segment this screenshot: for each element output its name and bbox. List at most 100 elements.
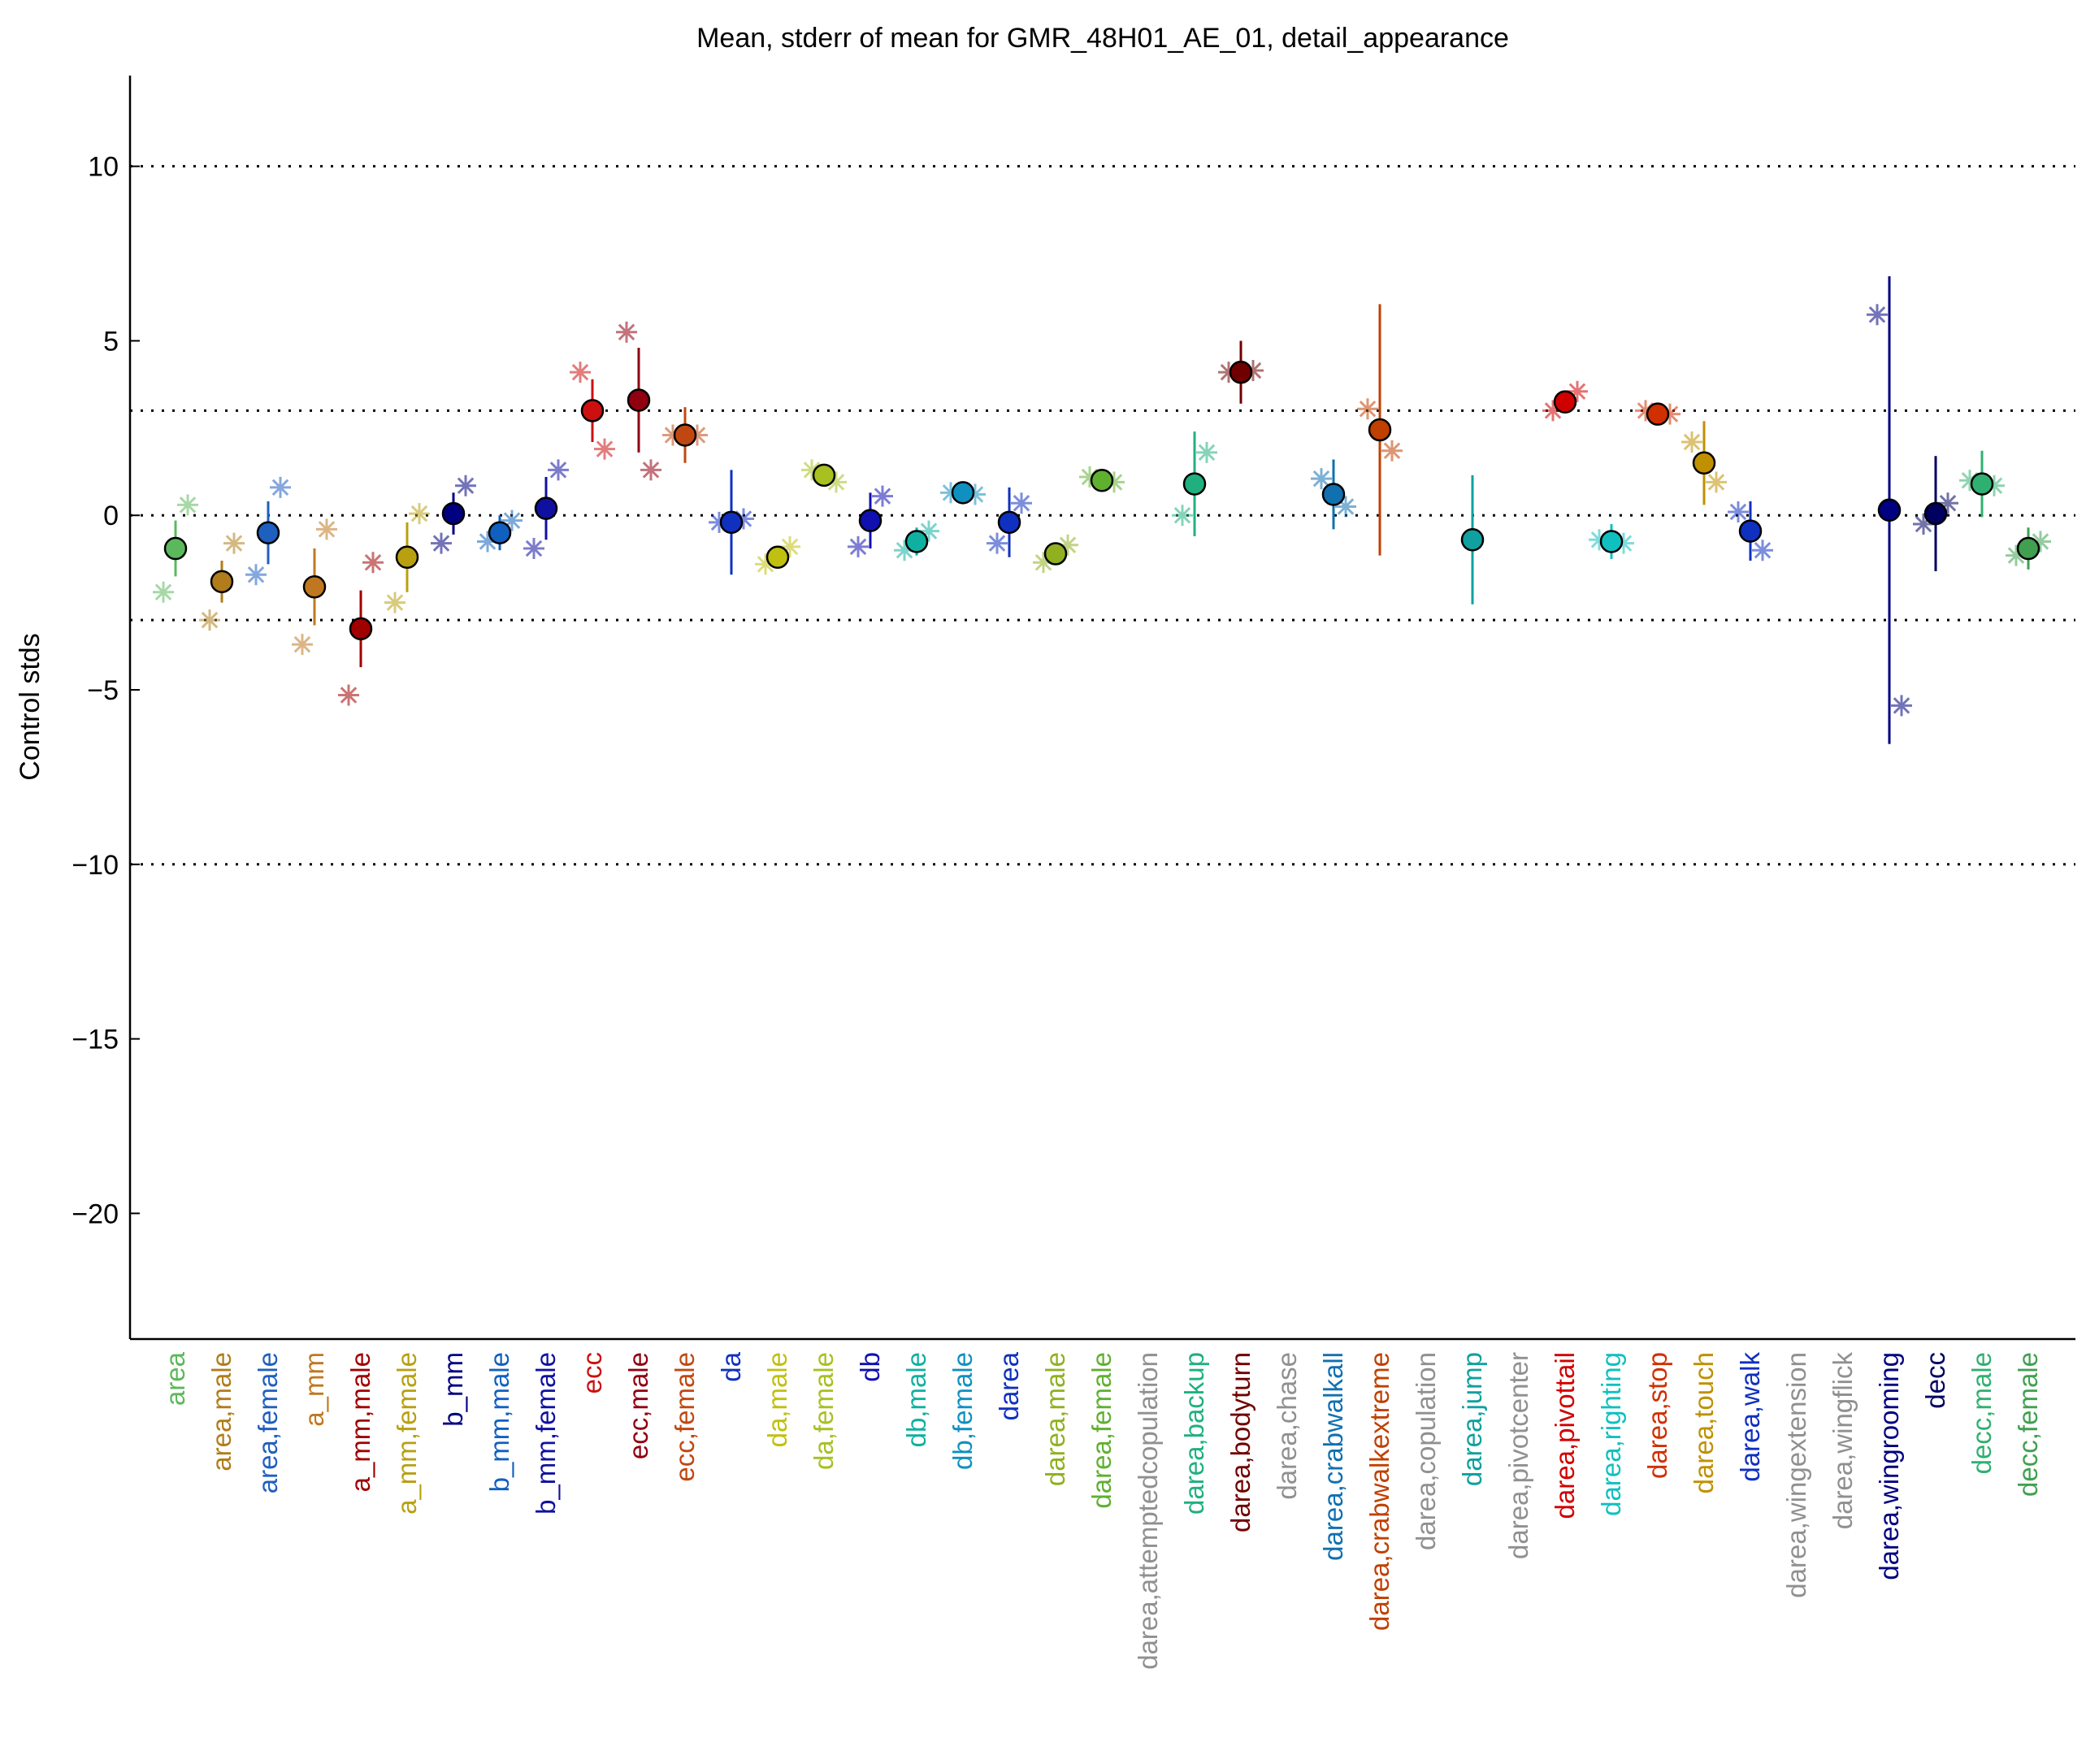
y-axis-label: Control stds bbox=[15, 633, 46, 780]
star-marker bbox=[1033, 552, 1054, 574]
x-tick-label: darea,female bbox=[1086, 1352, 1117, 1509]
mean-marker bbox=[719, 510, 744, 535]
mean-marker bbox=[534, 496, 558, 520]
x-tick-label: darea,wingrooming bbox=[1874, 1352, 1904, 1580]
x-tick-label: darea,crabwalkall bbox=[1318, 1352, 1348, 1561]
star-marker bbox=[616, 321, 637, 343]
y-tick-label: −10 bbox=[72, 850, 119, 881]
star-marker bbox=[431, 532, 452, 554]
y-tick-label: 10 bbox=[88, 152, 119, 183]
star-marker bbox=[1311, 468, 1332, 490]
x-tick-label: decc,female bbox=[2013, 1352, 2043, 1497]
mean-marker bbox=[1090, 469, 1114, 492]
star-marker bbox=[918, 520, 939, 542]
x-tick-label: darea,pivottail bbox=[1550, 1352, 1580, 1519]
star-marker bbox=[1172, 505, 1193, 527]
x-tick-label: ecc bbox=[577, 1352, 607, 1393]
x-tick-label: a_mm bbox=[299, 1352, 329, 1427]
mean-marker bbox=[1460, 528, 1485, 552]
star-marker bbox=[1913, 513, 1934, 535]
star-marker bbox=[2006, 544, 2027, 566]
star-marker bbox=[245, 564, 267, 586]
star-marker bbox=[1079, 466, 1100, 488]
star-marker bbox=[2030, 531, 2051, 553]
x-tick-label: area bbox=[160, 1351, 190, 1406]
star-marker bbox=[1357, 398, 1378, 420]
x-tick-label: b_mm,male bbox=[484, 1352, 514, 1492]
star-marker bbox=[477, 531, 498, 553]
star-marker bbox=[1613, 532, 1634, 554]
mean-marker bbox=[1229, 360, 1253, 384]
x-tick-label: b_mm,female bbox=[531, 1352, 561, 1515]
chart-title: Mean, stderr of mean for GMR_48H01_AE_01… bbox=[696, 23, 1509, 54]
star-marker bbox=[1635, 400, 1656, 422]
star-marker bbox=[1011, 492, 1032, 514]
x-tick-label: darea,chase bbox=[1272, 1352, 1302, 1500]
x-tick-label: area,female bbox=[253, 1352, 283, 1493]
mean-marker bbox=[1553, 390, 1577, 414]
mean-marker bbox=[1646, 402, 1670, 426]
x-tick-label: da,male bbox=[762, 1352, 792, 1447]
star-marker bbox=[1681, 431, 1702, 453]
star-marker bbox=[1104, 471, 1125, 493]
star-marker bbox=[1659, 403, 1681, 425]
x-tick-label: darea,crabwalkextreme bbox=[1364, 1352, 1394, 1631]
star-marker bbox=[894, 540, 915, 561]
mean-marker bbox=[627, 388, 651, 412]
mean-marker bbox=[1182, 472, 1207, 496]
mean-marker bbox=[1321, 483, 1346, 506]
x-tick-label: darea,copulation bbox=[1411, 1352, 1441, 1550]
star-marker bbox=[316, 518, 337, 540]
mean-marker bbox=[488, 521, 512, 544]
mean-marker bbox=[673, 423, 697, 447]
y-tick-label: −20 bbox=[72, 1198, 119, 1229]
star-marker bbox=[1891, 695, 1912, 717]
star-marker bbox=[1381, 440, 1403, 462]
star-marker bbox=[1706, 471, 1727, 493]
mean-marker bbox=[395, 545, 419, 570]
x-tick-label: darea,jump bbox=[1457, 1352, 1487, 1486]
x-tick-label: darea bbox=[994, 1351, 1024, 1420]
x-tick-label: a_mm,male bbox=[345, 1352, 375, 1492]
x-tick-label: a_mm,female bbox=[392, 1352, 422, 1515]
mean-marker bbox=[210, 570, 234, 594]
star-marker bbox=[223, 532, 245, 554]
star-marker bbox=[1242, 359, 1264, 381]
x-tick-label: b_mm bbox=[438, 1352, 468, 1427]
star-marker bbox=[455, 475, 476, 496]
star-marker bbox=[362, 552, 384, 574]
star-marker bbox=[801, 459, 822, 481]
mean-marker bbox=[302, 575, 327, 599]
mean-marker bbox=[580, 399, 605, 423]
star-marker bbox=[826, 471, 847, 493]
mean-marker bbox=[256, 521, 280, 544]
star-marker bbox=[548, 459, 569, 481]
star-marker bbox=[1959, 470, 1980, 492]
x-tick-label: db,female bbox=[948, 1352, 978, 1470]
y-tick-label: 5 bbox=[103, 326, 119, 357]
star-marker bbox=[755, 553, 776, 575]
mean-marker bbox=[1970, 472, 1994, 496]
mean-marker bbox=[765, 545, 790, 570]
mean-marker bbox=[951, 481, 975, 505]
y-tick-label: −5 bbox=[87, 675, 119, 706]
x-tick-label: decc,male bbox=[1967, 1352, 1997, 1474]
x-tick-label: da,female bbox=[809, 1352, 839, 1470]
star-marker bbox=[709, 511, 730, 533]
star-marker bbox=[177, 494, 198, 516]
x-tick-label: db,male bbox=[901, 1352, 931, 1447]
star-marker bbox=[1335, 496, 1356, 518]
star-marker bbox=[1867, 304, 1888, 326]
x-tick-label: darea,wingflick bbox=[1828, 1352, 1858, 1530]
x-tick-label: darea,stop bbox=[1642, 1352, 1672, 1479]
star-marker bbox=[1728, 501, 1749, 522]
star-marker bbox=[153, 581, 174, 603]
mean-marker bbox=[1738, 519, 1763, 543]
x-tick-label: darea,pivotcenter bbox=[1503, 1352, 1533, 1559]
star-marker bbox=[687, 424, 708, 446]
star-marker bbox=[1567, 380, 1588, 402]
star-marker bbox=[270, 476, 291, 498]
star-marker bbox=[199, 609, 220, 631]
star-marker bbox=[523, 538, 544, 560]
